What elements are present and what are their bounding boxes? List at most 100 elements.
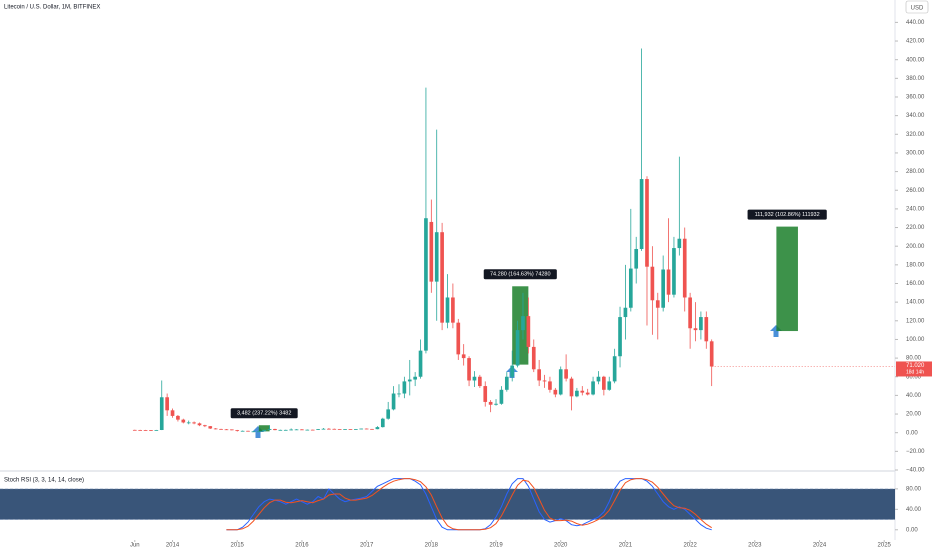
y-tick-label: 300.00: [906, 151, 925, 157]
measure-label: 74.280 (164.63%) 74280: [490, 272, 551, 278]
y-tick-label: 320.00: [906, 132, 925, 138]
candle-body: [531, 346, 536, 370]
y-tick-label: 280.00: [906, 169, 925, 175]
candle-body: [607, 381, 612, 390]
currency-box[interactable]: [905, 0, 929, 14]
candle-body: [456, 322, 461, 355]
y-tick-label: 200.00: [906, 244, 925, 250]
x-tick-label: 2014: [166, 543, 180, 549]
y-tick-label: 180.00: [906, 262, 925, 268]
candle-body: [138, 429, 143, 431]
candle-body: [208, 426, 213, 429]
stoch-tick-label: 40.00: [906, 507, 922, 513]
candle-body: [321, 428, 326, 430]
candle-body: [596, 376, 601, 382]
candle-body: [256, 431, 261, 433]
candle-body: [569, 378, 574, 397]
x-tick-label: 2018: [425, 543, 439, 549]
candle-body: [612, 356, 617, 382]
y-tick-label: 40.00: [906, 393, 922, 399]
candle-body: [143, 430, 148, 431]
candle-body: [655, 300, 660, 308]
y-tick-label: 120.00: [906, 318, 925, 324]
candle-body: [467, 358, 471, 381]
measure-box: [512, 286, 529, 365]
x-tick-label: 2016: [295, 543, 309, 549]
candle-body: [348, 429, 353, 430]
candle-body: [283, 429, 288, 431]
candle-body: [251, 431, 256, 433]
y-tick-label: 440.00: [906, 20, 925, 26]
y-tick-label: 0.00: [906, 430, 918, 436]
candle-body: [186, 422, 191, 424]
candle-body: [553, 389, 558, 395]
candle-body: [542, 380, 547, 382]
candle-body: [413, 376, 417, 380]
y-tick-label: 380.00: [906, 76, 925, 82]
candle-body: [359, 428, 364, 430]
candle-body: [602, 376, 606, 390]
candle-body: [424, 218, 428, 351]
candle-body: [704, 317, 709, 342]
candle-body: [181, 419, 186, 423]
candle-body: [370, 428, 374, 430]
candle-body: [224, 429, 229, 431]
candle-body: [429, 221, 434, 282]
candle-body: [628, 268, 633, 308]
candle-body: [289, 429, 293, 431]
candle-body: [159, 397, 164, 430]
x-tick-label: 2023: [748, 543, 762, 549]
measure-box: [258, 425, 270, 432]
candle-body: [699, 317, 703, 331]
y-tick-label: 420.00: [906, 39, 925, 45]
candle-body: [213, 428, 218, 430]
y-tick-label: 260.00: [906, 188, 925, 194]
candle-body: [170, 410, 175, 416]
candle-body: [585, 392, 590, 395]
candle-body: [235, 430, 240, 432]
candle-body: [219, 428, 223, 430]
y-tick-label: 160.00: [906, 281, 925, 287]
stoch-band: [0, 488, 895, 520]
candle-body: [526, 316, 531, 347]
candle-body: [440, 232, 444, 323]
candle-body: [580, 390, 585, 393]
candle-body: [645, 179, 649, 267]
measure-box: [776, 226, 798, 332]
stoch-tick-label: 80.00: [906, 486, 922, 492]
candle-body: [461, 354, 466, 359]
candle-body: [510, 365, 515, 377]
candle-body: [267, 428, 272, 430]
chart-title: Litecoin / U.S. Dollar, 1M, BITFINEX: [4, 5, 100, 11]
y-tick-label: 20.00: [906, 412, 922, 418]
x-tick-label: 2019: [489, 543, 503, 549]
candle-body: [650, 266, 655, 301]
candle-body: [478, 376, 482, 387]
candle-body: [445, 297, 450, 323]
candle-body: [483, 386, 488, 402]
y-tick-label: 400.00: [906, 57, 925, 63]
candle-body: [515, 330, 520, 366]
candle-body: [132, 429, 137, 431]
candle-body: [623, 307, 628, 318]
candle-body: [666, 269, 671, 295]
measure-label: 111,932 (102.86%) 111932: [755, 212, 820, 218]
candle-body: [504, 376, 509, 390]
y-tick-label: −40.00: [906, 468, 925, 474]
candle-body: [343, 429, 347, 430]
measure-label-box: [747, 209, 827, 220]
candle-body: [203, 425, 207, 427]
candle-body: [294, 429, 299, 431]
candle-body: [639, 179, 644, 249]
candle-body: [682, 238, 687, 298]
candle-body: [499, 389, 504, 404]
candle-body: [364, 428, 369, 430]
measure-label: 3,482 (237.22%) 3482: [237, 411, 291, 417]
candle-body: [375, 427, 380, 430]
candle-body: [337, 429, 342, 430]
candle-body: [434, 232, 439, 282]
candle-body: [402, 381, 407, 394]
candle-body: [165, 397, 169, 411]
y-tick-label: −20.00: [906, 449, 925, 455]
